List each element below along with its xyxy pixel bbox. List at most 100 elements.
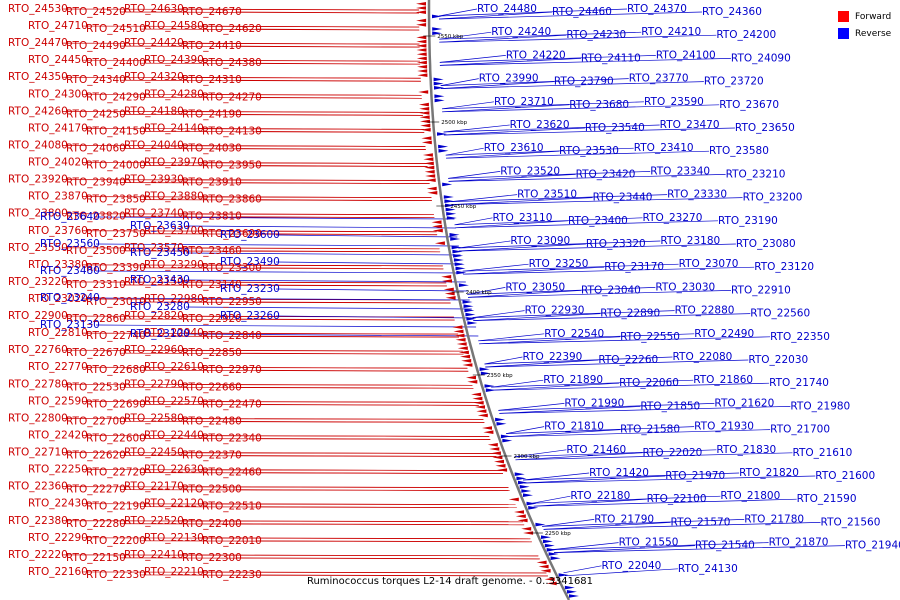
- reverse-gene-mark: [443, 195, 454, 199]
- forward-gene-mark: [416, 48, 427, 52]
- reverse-gene-mark: [541, 535, 551, 539]
- reverse-gene-mark: [518, 480, 528, 485]
- forward-gene-mark: [461, 359, 472, 363]
- leader-line: [255, 62, 421, 65]
- leader-line: [197, 366, 468, 369]
- gene-label: RTO_23090: [510, 235, 570, 247]
- gene-label: RTO_21780: [744, 513, 804, 525]
- gene-label: RTO_23580: [709, 145, 769, 157]
- gene-label: RTO_23180: [660, 235, 720, 247]
- reverse-gene-mark: [454, 262, 465, 266]
- gene-label: RTO_24580: [144, 20, 204, 32]
- leader-line: [95, 243, 459, 247]
- leader-line: [177, 8, 420, 11]
- forward-gene-mark: [442, 279, 452, 283]
- leader-line: [458, 240, 661, 249]
- gene-label: RTO_22710: [8, 447, 68, 459]
- leader-line: [463, 266, 755, 275]
- gene-label: RTO_24250: [66, 108, 126, 120]
- reverse-gene-mark: [444, 199, 455, 203]
- gene-label: RTO_21860: [693, 374, 753, 386]
- leader-line: [235, 352, 464, 355]
- leader-line: [445, 147, 484, 156]
- gene-label: RTO_21550: [619, 537, 679, 549]
- gene-label: RTO_21610: [792, 447, 852, 459]
- reverse-gene-mark: [452, 249, 463, 254]
- leader-line: [235, 523, 525, 526]
- gene-label: RTO_23520: [500, 165, 560, 177]
- forward-gene-mark: [419, 111, 430, 115]
- gene-label: RTO_23280: [130, 301, 190, 313]
- reverse-gene-mark: [466, 317, 477, 321]
- gene-label: RTO_21600: [815, 470, 875, 482]
- gene-label: RTO_24130: [678, 563, 738, 575]
- leader-line: [95, 216, 455, 220]
- leader-line: [177, 145, 426, 147]
- reverse-gene-mark: [458, 283, 469, 287]
- gene-label: RTO_23040: [581, 284, 641, 296]
- forward-gene-mark: [416, 23, 427, 27]
- leader-line: [484, 356, 523, 365]
- gene-label: RTO_23800: [8, 208, 68, 220]
- reverse-gene-mark: [433, 81, 444, 86]
- reverse-gene-mark: [523, 493, 533, 497]
- forward-gene-mark: [416, 52, 427, 56]
- gene-label: RTO_24200: [716, 29, 776, 41]
- leader-line: [523, 472, 740, 481]
- forward-gene-mark: [471, 392, 482, 397]
- gene-label: RTO_24270: [202, 91, 262, 103]
- gene-label: RTO_23250: [529, 258, 589, 270]
- leader-line: [235, 557, 540, 560]
- forward-gene-mark: [492, 455, 503, 460]
- gene-label: RTO_22410: [124, 549, 184, 561]
- gene-label: RTO_22150: [66, 552, 126, 564]
- gene-label: RTO_23950: [202, 160, 262, 172]
- gene-label: RTO_23640: [40, 211, 100, 223]
- leader-line: [468, 290, 732, 298]
- leader-line: [506, 426, 695, 434]
- gene-label: RTO_22120: [144, 498, 204, 510]
- leader-line: [462, 263, 679, 272]
- gene-label: RTO_22060: [619, 377, 679, 389]
- gene-label: RTO_23620: [510, 119, 570, 131]
- gene-label: RTO_22620: [66, 450, 126, 462]
- forward-gene-mark: [457, 346, 468, 350]
- leader-line: [472, 310, 675, 318]
- gene-label: RTO_23140: [182, 279, 242, 291]
- gene-label: RTO_23860: [202, 194, 262, 206]
- leader-line: [563, 565, 602, 574]
- gene-label: RTO_23530: [559, 145, 619, 157]
- gene-label: RTO_24510: [86, 23, 146, 35]
- gene-label: RTO_22300: [182, 552, 242, 564]
- gene-label: RTO_23650: [735, 122, 795, 134]
- gene-label: RTO_22130: [144, 532, 204, 544]
- gene-label: RTO_24360: [702, 6, 762, 18]
- gene-label: RTO_23110: [493, 212, 553, 224]
- gene-label: RTO_22520: [124, 515, 184, 527]
- gene-label: RTO_21970: [665, 470, 725, 482]
- reverse-gene-mark: [502, 438, 513, 443]
- gene-label: RTO_21980: [790, 400, 850, 412]
- gene-label: RTO_24030: [182, 142, 242, 154]
- forward-gene-mark: [508, 497, 519, 502]
- leader-lines: [61, 8, 845, 577]
- gene-label: RTO_23050: [505, 281, 565, 293]
- leader-line: [197, 59, 420, 62]
- leader-line: [446, 150, 710, 159]
- forward-gene-mark: [476, 409, 487, 413]
- leader-line: [185, 252, 461, 256]
- reverse-gene-mark: [484, 384, 495, 388]
- leader-line: [448, 171, 651, 179]
- gene-label: RTO_23750: [86, 228, 146, 240]
- leader-line: [441, 101, 495, 110]
- leader-line: [197, 162, 428, 164]
- forward-gene-mark: [419, 107, 430, 111]
- gene-label: RTO_24390: [144, 54, 204, 66]
- gene-label: RTO_24240: [491, 26, 551, 38]
- leader-line: [235, 318, 455, 321]
- gene-label: RTO_23200: [743, 192, 803, 204]
- gene-label: RTO_22470: [202, 398, 262, 410]
- gene-label: RTO_22180: [570, 490, 630, 502]
- forward-gene-mark: [420, 119, 430, 124]
